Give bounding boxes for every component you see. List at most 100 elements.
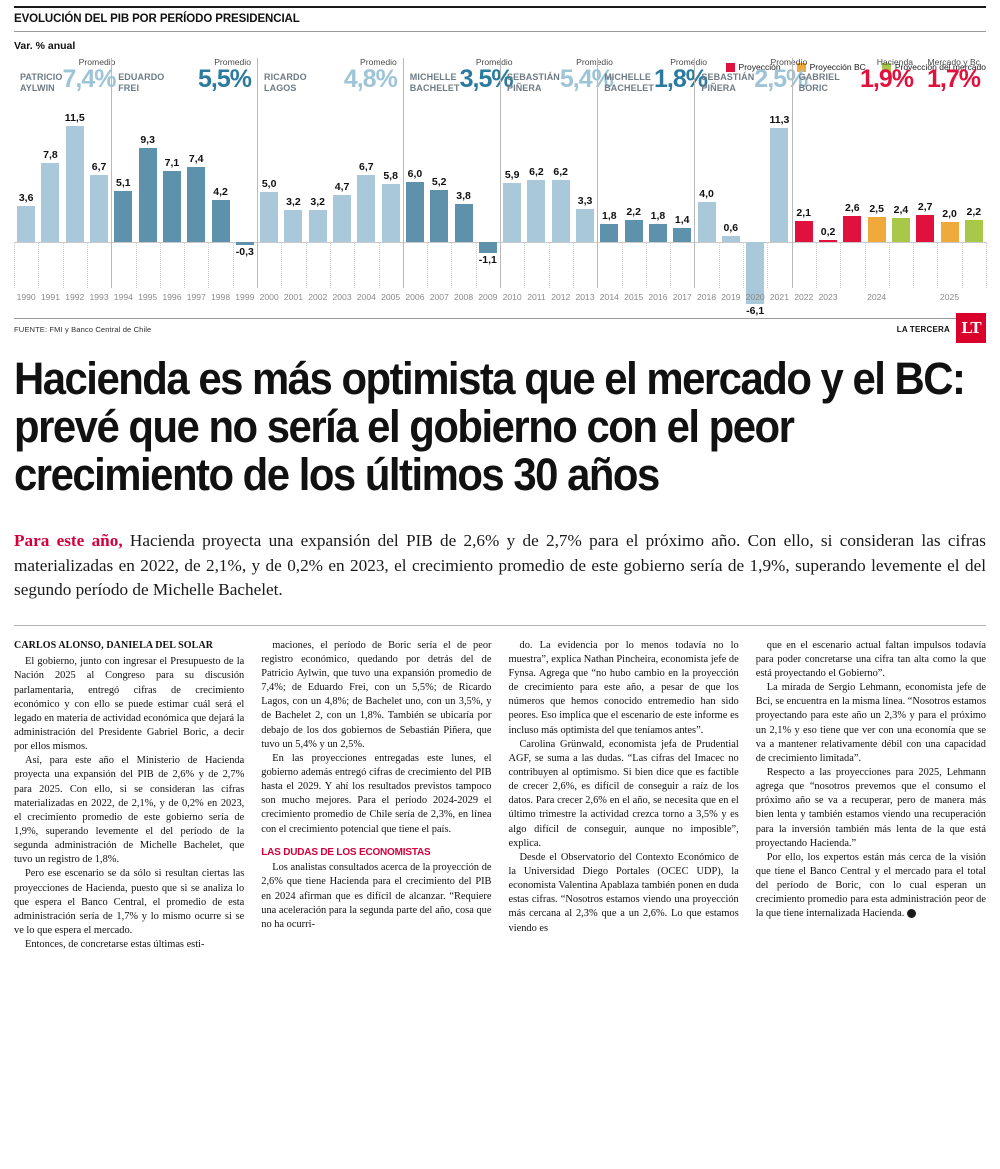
bar-value-label: 3,3 bbox=[577, 194, 593, 207]
top-rule bbox=[14, 6, 986, 8]
gridline bbox=[305, 242, 307, 288]
period-average: Promedio 4,8% bbox=[344, 58, 403, 92]
bar-value-label: 1,8 bbox=[602, 210, 617, 223]
gridline bbox=[427, 242, 429, 288]
bar: 11,5 bbox=[64, 110, 85, 288]
period-average: Promedio 7,4% bbox=[62, 58, 121, 92]
year-tick-label: 2015 bbox=[624, 292, 644, 302]
average-value: 7,4% bbox=[62, 64, 116, 93]
body-paragraph: Carolina Grünwald, economista jefa de Pr… bbox=[508, 738, 739, 849]
president-name: RICARDO LAGOS bbox=[264, 72, 307, 93]
average-block: Promedio 1,8% bbox=[654, 57, 708, 92]
average-block: Hacienda 1,9% bbox=[860, 57, 914, 92]
average-value: 5,4% bbox=[559, 64, 614, 93]
period-separator bbox=[111, 58, 113, 288]
year-tick-label: 2007 bbox=[429, 292, 449, 302]
year-tick-label: 2024 bbox=[867, 292, 887, 302]
body-paragraph: Así, para este año el Ministerio de Haci… bbox=[14, 755, 245, 866]
infographic-kicker: EVOLUCIÓN DEL PIB POR PERÍODO PRESIDENCI… bbox=[14, 13, 300, 25]
bar-value-label: 2,7 bbox=[917, 201, 933, 213]
average-caption: Promedio bbox=[670, 57, 707, 67]
bar-value-label: -0,3 bbox=[235, 246, 254, 259]
year-tick-label: 2012 bbox=[551, 292, 571, 302]
gdp-bar-chart: PATRICIO AYLWIN Promedio 7,4% EDUARDO FREI Pro… bbox=[14, 57, 987, 317]
source-rule bbox=[14, 318, 986, 319]
chart-legend: Proyección Proyección BC Proyección del me… bbox=[725, 62, 986, 72]
body-paragraph: maciones, el período de Boric sería el d… bbox=[261, 639, 492, 750]
gridline bbox=[767, 242, 769, 288]
year-tick-label: 2006 bbox=[405, 292, 425, 302]
bar-rect bbox=[211, 199, 230, 243]
gridline bbox=[159, 242, 161, 288]
average-value: 3,5% bbox=[459, 64, 514, 93]
gridline bbox=[572, 242, 574, 288]
bar-rect bbox=[478, 242, 497, 254]
bar-value-label: 11,5 bbox=[64, 112, 85, 124]
bar: 5,2 bbox=[430, 110, 449, 288]
bar-rect bbox=[430, 189, 449, 243]
gridline bbox=[670, 242, 672, 288]
bar-rect bbox=[551, 179, 570, 243]
gridline bbox=[961, 242, 963, 288]
bar-value-label: 6,0 bbox=[407, 167, 423, 180]
president-name: SEBASTIÁN PIÑERA bbox=[701, 72, 755, 93]
bar: 2,0 bbox=[940, 110, 959, 288]
year-tick-label: 1997 bbox=[186, 292, 206, 302]
year-tick-label: 2008 bbox=[453, 292, 474, 302]
gridline bbox=[14, 242, 15, 288]
bar: 2,5 bbox=[867, 110, 886, 288]
gridline bbox=[38, 242, 40, 288]
body-paragraph: El gobierno, junto con ingresar el Presu… bbox=[14, 656, 245, 753]
year-tick-label: 1995 bbox=[138, 292, 158, 302]
year-tick-label: 2001 bbox=[283, 292, 303, 302]
year-tick-label: 2010 bbox=[502, 292, 522, 302]
year-tick-label: 2017 bbox=[672, 292, 692, 302]
bar-rect bbox=[819, 239, 838, 243]
bar: 3,3 bbox=[576, 110, 595, 288]
bar-rect bbox=[162, 170, 181, 243]
legend-label: Proyección bbox=[738, 62, 781, 72]
gridline bbox=[840, 242, 842, 288]
average-caption: Promedio bbox=[360, 57, 397, 67]
lede-lead-in: Para este año, bbox=[14, 531, 123, 551]
president-name: GABRIEL BORIC bbox=[798, 72, 840, 93]
legend-swatch-icon bbox=[881, 62, 891, 72]
bar-value-label: 1,8 bbox=[650, 210, 666, 223]
year-tick-label: 2025 bbox=[939, 292, 960, 302]
president-name: EDUARDO FREI bbox=[118, 72, 165, 93]
bar-rect bbox=[843, 216, 862, 243]
gridline bbox=[743, 242, 744, 288]
period-separator bbox=[694, 58, 696, 288]
president-name: MICHELLE BACHELET bbox=[604, 72, 654, 93]
bar-value-label: 11,3 bbox=[769, 114, 790, 127]
bar-value-label: 9,3 bbox=[140, 134, 155, 147]
bar: 5,1 bbox=[114, 110, 133, 288]
average-caption: Promedio bbox=[576, 57, 613, 67]
body-paragraph: Por ello, los expertos están más cerca d… bbox=[755, 851, 986, 920]
gridline bbox=[86, 242, 88, 288]
year-tick-label: 2019 bbox=[721, 292, 741, 302]
average-block: Promedio 7,4% bbox=[62, 58, 116, 93]
average-caption: Promedio bbox=[475, 57, 513, 67]
end-mark-icon: P bbox=[906, 909, 923, 919]
bar: 2,7 bbox=[916, 110, 935, 288]
bar-rect bbox=[138, 148, 157, 243]
gridline bbox=[524, 242, 526, 288]
lede-text: Hacienda proyecta una expansión del PIB … bbox=[14, 531, 986, 600]
bar-value-label: 7,8 bbox=[43, 149, 58, 162]
bar: 3,6 bbox=[17, 110, 36, 288]
bar: 6,7 bbox=[90, 110, 109, 288]
period-header: SEBASTIÁN PIÑERA Promedio 5,4% bbox=[500, 58, 614, 106]
legend-label: Proyección del mercado bbox=[894, 62, 986, 72]
bar-rect bbox=[41, 163, 60, 243]
bar: 3,8 bbox=[454, 110, 473, 288]
average-caption: Hacienda bbox=[876, 57, 913, 67]
gridline bbox=[135, 242, 137, 288]
bar: -1,1 bbox=[479, 110, 497, 288]
article-headline: Hacienda es más optimista que el mercado… bbox=[14, 353, 966, 501]
average-block: Promedio 2,5% bbox=[754, 58, 808, 92]
year-tick-label: 1998 bbox=[210, 292, 231, 302]
legend-item: Proyección del mercado bbox=[881, 62, 986, 72]
bar: 5,8 bbox=[381, 110, 400, 288]
bar: 6,7 bbox=[357, 110, 376, 288]
